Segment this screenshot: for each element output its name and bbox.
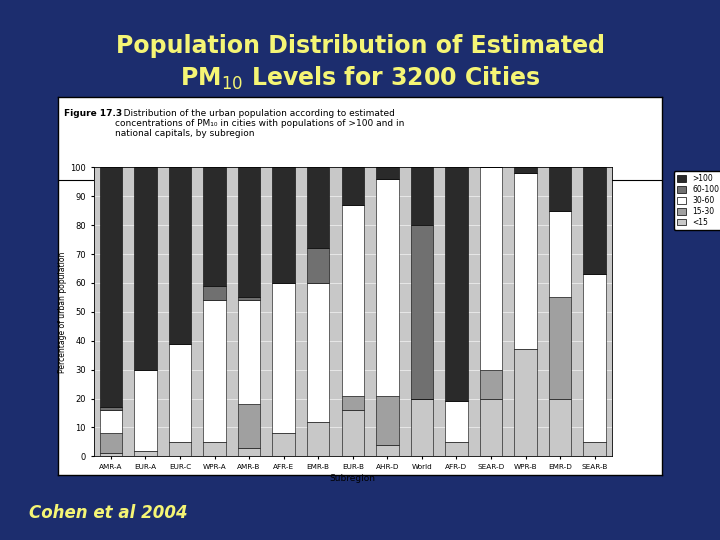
Text: Cohen et al 2004: Cohen et al 2004 xyxy=(29,504,187,522)
Bar xyxy=(549,167,572,211)
Bar xyxy=(168,167,192,343)
Bar xyxy=(307,283,330,422)
Bar xyxy=(238,298,261,300)
Bar xyxy=(134,450,157,456)
Bar xyxy=(168,343,192,442)
Bar xyxy=(376,167,399,179)
Bar xyxy=(99,454,122,456)
Bar xyxy=(410,167,433,225)
Bar xyxy=(168,442,192,456)
Bar xyxy=(583,274,606,442)
Bar xyxy=(307,422,330,456)
Bar xyxy=(445,167,468,401)
Bar xyxy=(583,167,606,274)
Text: Distribution of the urban population according to estimated
concentrations of PM: Distribution of the urban population acc… xyxy=(115,109,405,138)
Bar xyxy=(238,167,261,298)
Bar xyxy=(445,442,468,456)
X-axis label: Subregion: Subregion xyxy=(330,474,376,483)
Bar xyxy=(134,369,157,450)
Bar xyxy=(238,448,261,456)
Bar xyxy=(514,173,537,349)
Bar xyxy=(480,369,503,399)
Bar xyxy=(514,349,537,456)
Bar xyxy=(549,211,572,298)
Bar xyxy=(341,167,364,205)
Bar xyxy=(445,401,468,442)
Bar xyxy=(99,410,122,433)
Bar xyxy=(583,442,606,456)
Bar xyxy=(480,399,503,456)
Y-axis label: Percentage of urban population: Percentage of urban population xyxy=(58,251,68,373)
Bar xyxy=(410,399,433,456)
Bar xyxy=(376,445,399,456)
Bar xyxy=(410,225,433,399)
Bar xyxy=(238,300,261,404)
Bar xyxy=(480,167,503,369)
Bar xyxy=(307,167,330,248)
Legend: >100, 60-100, 30-60, 15-30, <15: >100, 60-100, 30-60, 15-30, <15 xyxy=(674,171,720,230)
Bar xyxy=(99,407,122,410)
Bar xyxy=(514,167,537,173)
Bar xyxy=(203,286,226,300)
Bar xyxy=(134,167,157,369)
Bar xyxy=(272,167,295,283)
Bar xyxy=(307,248,330,283)
Bar xyxy=(376,179,399,396)
Bar xyxy=(549,298,572,399)
Bar xyxy=(99,167,122,407)
Bar xyxy=(203,300,226,442)
Bar xyxy=(341,410,364,456)
Bar xyxy=(238,404,261,448)
Bar xyxy=(99,433,122,454)
Bar xyxy=(272,433,295,456)
Text: Figure 17.3: Figure 17.3 xyxy=(63,109,122,118)
Bar xyxy=(203,442,226,456)
Text: PM$_{10}$ Levels for 3200 Cities: PM$_{10}$ Levels for 3200 Cities xyxy=(180,65,540,92)
Bar xyxy=(549,399,572,456)
Bar xyxy=(341,205,364,396)
Text: Population Distribution of Estimated: Population Distribution of Estimated xyxy=(115,34,605,58)
Bar xyxy=(272,283,295,433)
Bar xyxy=(203,167,226,286)
Bar xyxy=(341,396,364,410)
Bar xyxy=(376,396,399,445)
